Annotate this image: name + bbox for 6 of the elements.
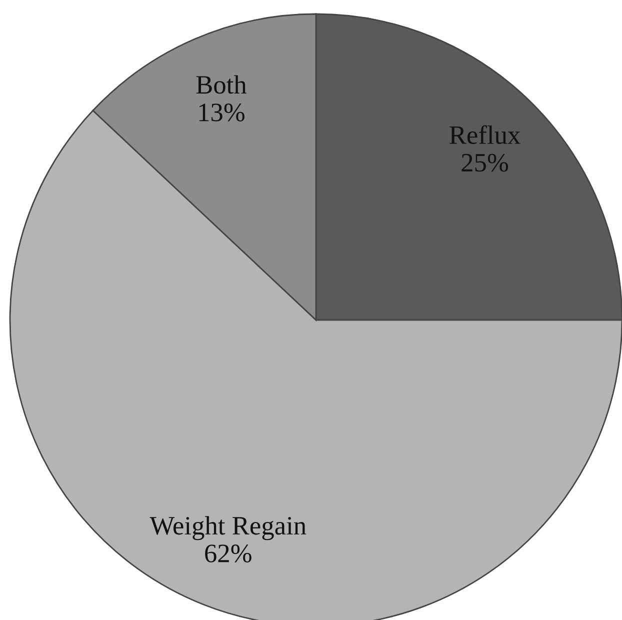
slice-label: Weight Regain bbox=[150, 516, 306, 540]
data-label: 13% bbox=[199, 104, 244, 122]
slice-label: Reflux bbox=[450, 125, 520, 144]
slice-label: Both bbox=[196, 75, 247, 94]
data-label: 25% bbox=[462, 154, 508, 172]
data-label: 62% bbox=[205, 544, 252, 562]
